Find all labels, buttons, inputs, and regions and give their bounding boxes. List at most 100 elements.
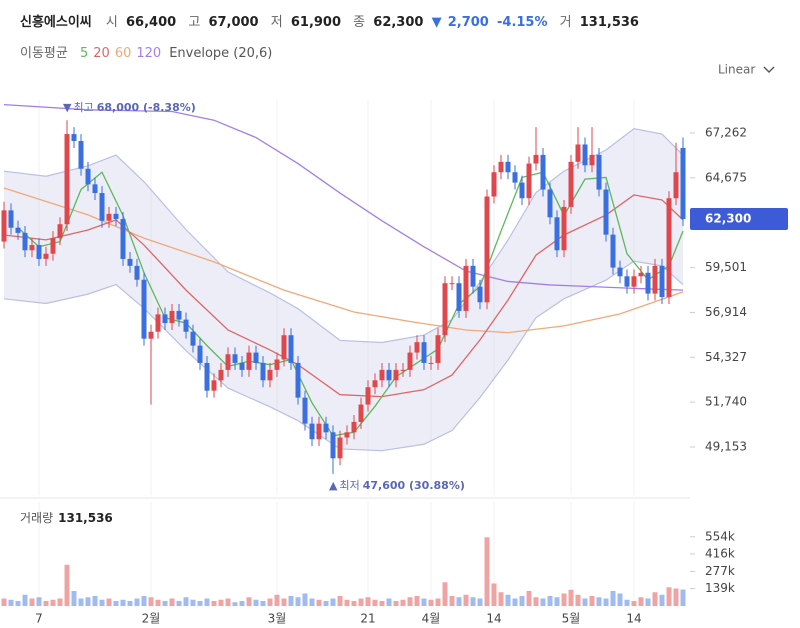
candle-body xyxy=(43,253,49,259)
volume-bar xyxy=(372,599,378,606)
volume-bar xyxy=(463,594,469,606)
candle-body xyxy=(85,168,91,185)
scale-label[interactable]: Linear xyxy=(718,63,755,77)
candle-body xyxy=(1,210,7,242)
volume-bar xyxy=(540,598,546,606)
candle-body xyxy=(106,213,112,221)
volume-bar xyxy=(379,601,385,606)
candle-body xyxy=(155,314,161,332)
y-tick-label: 54,327 xyxy=(705,350,747,364)
legend: 이동평균 5 20 60 120 Envelope (20,6) xyxy=(20,46,272,61)
candle-body xyxy=(540,154,546,190)
x-tick-label: 5월 xyxy=(562,612,581,626)
candle-body xyxy=(204,362,210,391)
extreme-annotation: ▲ 최저 47,600 (30.88%) xyxy=(329,479,465,492)
candle-body xyxy=(239,362,245,370)
field-label: 종 xyxy=(353,15,365,30)
volume-bar xyxy=(512,598,518,606)
volume-bar xyxy=(645,598,651,606)
volume-bar xyxy=(148,597,154,606)
y-tick-label: 64,675 xyxy=(705,170,747,184)
candle-body xyxy=(330,432,336,459)
volume-bar xyxy=(260,601,266,606)
volume-bar xyxy=(169,598,175,606)
candle-body xyxy=(225,354,231,370)
candle-body xyxy=(568,161,574,207)
candle-body xyxy=(36,245,42,259)
volume-bar xyxy=(533,597,539,606)
candle-body xyxy=(295,362,301,398)
volume-bar xyxy=(435,598,441,606)
volume-bar xyxy=(631,601,637,606)
y-tick-label: 416k xyxy=(705,547,735,561)
x-tick-label: 21 xyxy=(360,612,375,626)
candle-body xyxy=(22,232,28,251)
candle-body xyxy=(50,238,56,254)
candle-body xyxy=(512,172,518,183)
candle-body xyxy=(470,265,476,287)
volume-bar xyxy=(288,596,294,606)
volume-bar xyxy=(484,537,490,606)
volume-bar xyxy=(99,599,105,606)
volume-bar xyxy=(316,599,322,606)
candle-body xyxy=(64,134,70,225)
candle-body xyxy=(323,423,329,433)
field-value: 131,536 xyxy=(580,15,639,30)
volume-bar xyxy=(358,598,364,606)
candle-body xyxy=(232,354,238,363)
candle-body xyxy=(645,272,651,294)
volume-bar xyxy=(85,597,91,606)
volume-bar xyxy=(232,602,238,606)
legend-title: 이동평균 xyxy=(20,46,68,61)
candle-body xyxy=(596,154,602,190)
candle-body xyxy=(659,265,665,298)
volume-bar xyxy=(127,601,133,606)
volume-bar xyxy=(351,601,357,606)
volume-bar xyxy=(575,594,581,606)
volume-bar xyxy=(253,599,259,606)
volume-bar xyxy=(673,588,679,606)
candle-body xyxy=(260,362,266,381)
volume-bar xyxy=(302,593,308,606)
dropdown-icon[interactable] xyxy=(763,66,775,73)
candle-body xyxy=(435,335,441,363)
y-tick-label: 139k xyxy=(705,581,735,595)
volume-bar xyxy=(400,599,406,606)
candle-body xyxy=(505,161,511,173)
volume-bar xyxy=(680,589,686,606)
candle-body xyxy=(463,265,469,311)
volume-bar xyxy=(78,598,84,606)
volume-bar xyxy=(638,597,644,606)
candle-body xyxy=(29,245,35,251)
candle-body xyxy=(554,217,560,251)
volume-bar xyxy=(36,597,42,606)
candle-body xyxy=(365,387,371,405)
volume-bar xyxy=(141,596,147,606)
volume-bar xyxy=(15,601,21,606)
field-value: 67,000 xyxy=(208,15,258,30)
candle-body xyxy=(652,265,658,294)
candle-body xyxy=(547,189,553,218)
candle-body xyxy=(638,272,644,277)
candle-body xyxy=(113,213,119,220)
candle-body xyxy=(141,279,147,339)
candle-body xyxy=(120,219,126,259)
annotation-label: 최저 xyxy=(339,479,359,492)
volume-title-label: 거래량 xyxy=(20,511,53,525)
candle-body xyxy=(8,210,14,228)
scale-button[interactable]: Linear xyxy=(718,63,775,77)
volume-bar xyxy=(8,599,14,606)
volume-bar xyxy=(519,596,525,606)
candle-body xyxy=(379,369,385,381)
candle-body xyxy=(393,369,399,381)
candle-body xyxy=(211,380,217,391)
field-label: 저 xyxy=(271,15,283,30)
ma-line xyxy=(3,103,684,291)
volume-bar xyxy=(134,598,140,606)
candle-body xyxy=(491,172,497,197)
candle-body xyxy=(127,258,133,266)
stock-name: 신흥에스이씨 xyxy=(20,14,92,30)
volume-bar xyxy=(106,598,112,606)
volume-bar xyxy=(659,594,665,606)
candle-body xyxy=(575,144,581,162)
